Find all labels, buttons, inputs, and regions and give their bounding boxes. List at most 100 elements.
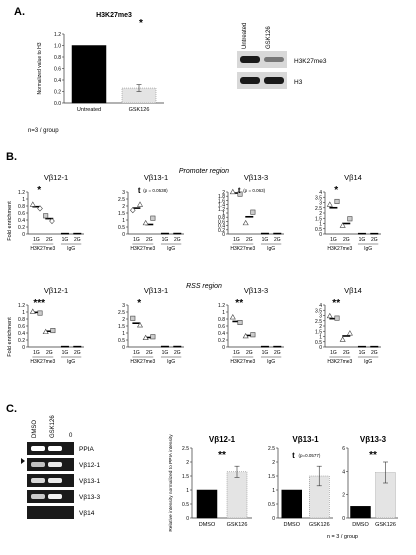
panel-letter-c: C. [6, 403, 17, 415]
gel-band [31, 478, 45, 483]
y-tick-label: 2.5 [315, 319, 322, 325]
chart-title: Vβ12-1 [44, 286, 68, 295]
replicate-point-square [334, 198, 340, 204]
replicate-point-square [237, 319, 243, 325]
y-tick-label: 2 [222, 190, 225, 196]
gel-row [27, 506, 74, 519]
chart-title: Vβ13-1 [144, 286, 168, 295]
y-tick-label: 0 [272, 516, 275, 522]
significance-marker: ** [235, 298, 243, 309]
x-tick-label: 2G [371, 237, 378, 243]
y-tick-label: 1.5 [182, 474, 189, 480]
y-tick-label: 1.2 [54, 32, 61, 38]
replicate-point-square [347, 216, 353, 222]
replicate-point-triangle [42, 328, 49, 335]
y-tick-label: 0.5 [118, 338, 125, 344]
y-tick-label: 0.2 [18, 338, 25, 344]
y-tick-label: 0 [186, 516, 189, 522]
x-tick-label: 1G [133, 350, 140, 356]
gel-band [31, 494, 45, 499]
y-axis-label: Relative intensity normalized to PPIA in… [168, 434, 174, 532]
y-tick-label: 3 [319, 314, 322, 320]
y-tick-label: 0.6 [54, 67, 61, 73]
chart-title: Vβ13-3 [244, 173, 268, 182]
x-tick-label: 2G [146, 350, 153, 356]
gel-lane-dmso: DMSO [32, 420, 38, 438]
chart-title: Vβ12-1 [209, 435, 236, 444]
significance-marker: ** [369, 450, 377, 461]
replicate-point-triangle [142, 219, 149, 226]
y-tick-label: 3.5 [315, 308, 322, 314]
x-tick-label: 2G [46, 237, 53, 243]
y-tick-label: 0 [222, 345, 225, 351]
chart-title: H3K27me3 [96, 12, 132, 19]
y-tick-label: 1.5 [315, 329, 322, 335]
y-tick-label: 1 [222, 310, 225, 316]
replicate-point-square [37, 310, 43, 316]
gel-band [31, 462, 45, 467]
chart-p1: Vβ12-1 00.20.40.60.811.2 1G 2G 1G 2G H3K27me3 I… [18, 173, 84, 252]
y-tick-label: 1 [22, 197, 25, 203]
group-label: H3K27me3 [327, 246, 352, 252]
y-tick-label: 0.4 [218, 224, 225, 230]
chart-title: Vβ13-3 [244, 286, 268, 295]
bar [226, 471, 248, 519]
x-tick-label: Untreated [77, 107, 101, 113]
bar [281, 489, 302, 519]
y-tick-label: 0.4 [18, 331, 25, 337]
y-tick-label: 0.8 [54, 55, 61, 61]
y-tick-label: 1 [319, 222, 322, 228]
y-tick-label: 0.5 [118, 225, 125, 231]
chart-title: Vβ13-3 [360, 435, 387, 444]
y-tick-label: 0.5 [315, 340, 322, 346]
y-tick-label: 2 [122, 317, 125, 323]
chart-p3: Vβ13-3 00.20.40.60.811.21.41.61.82 1G 2G 1G 2… [218, 173, 284, 252]
band-h3k27me3-untreated [240, 56, 260, 63]
p-value: (p = 0.063) [243, 188, 265, 193]
y-tick-label: 2 [342, 493, 345, 499]
x-tick-label: 1G [359, 237, 366, 243]
band-label-h3k27me3: H3K27me3 [294, 58, 327, 65]
band-h3k27me3-gsk126 [264, 57, 284, 62]
y-tick-label: 0.5 [268, 502, 275, 508]
p-value: (p = 0.0538) [143, 188, 168, 193]
y-tick-label: 0.2 [18, 225, 25, 231]
y-tick-label: 0.6 [18, 324, 25, 330]
x-tick-label: 1G [233, 350, 240, 356]
significance-marker: ** [332, 298, 340, 309]
rss-ylabel: Fold enrichment [7, 317, 13, 357]
y-tick-label: 1.5 [118, 324, 125, 330]
x-tick-label: 2G [246, 350, 253, 356]
chart-title: Vβ12-1 [44, 173, 68, 182]
group-label: H3K27me3 [130, 359, 155, 365]
significance-marker: t [292, 451, 295, 460]
x-tick-label: 2G [146, 237, 153, 243]
chart-title: Vβ14 [344, 286, 362, 295]
group-label: H3K27me3 [30, 359, 55, 365]
group-label: IgG [67, 246, 75, 252]
y-tick-label: 1.2 [18, 303, 25, 309]
x-tick-label: DMSO [199, 522, 216, 528]
y-tick-label: 1.2 [218, 303, 225, 309]
replicate-point-triangle [142, 334, 149, 341]
y-tick-label: 0.5 [315, 227, 322, 233]
replicate-point-triangle [136, 201, 144, 207]
replicate-point-square [43, 213, 49, 219]
y-tick-label: 4 [319, 190, 322, 196]
y-tick-label: 0.2 [218, 338, 225, 344]
y-tick-label: 0.8 [18, 317, 25, 323]
group-label: H3K27me3 [30, 246, 55, 252]
x-tick-label: 1G [162, 237, 169, 243]
group-label: IgG [167, 246, 175, 252]
y-tick-label: 0 [122, 232, 125, 238]
replicate-point-square [250, 332, 256, 338]
gel-band [48, 462, 62, 467]
replicate-point-triangle [136, 322, 144, 328]
gel-band-label: Vβ14 [79, 510, 95, 517]
significance-marker: *** [33, 298, 45, 309]
p-value: (p=0.0577) [299, 453, 321, 458]
replicate-point-triangle [326, 312, 333, 319]
y-tick-label: 0.4 [218, 331, 225, 337]
replicate-point-triangle [339, 336, 346, 342]
gel-arrowhead [21, 458, 25, 464]
